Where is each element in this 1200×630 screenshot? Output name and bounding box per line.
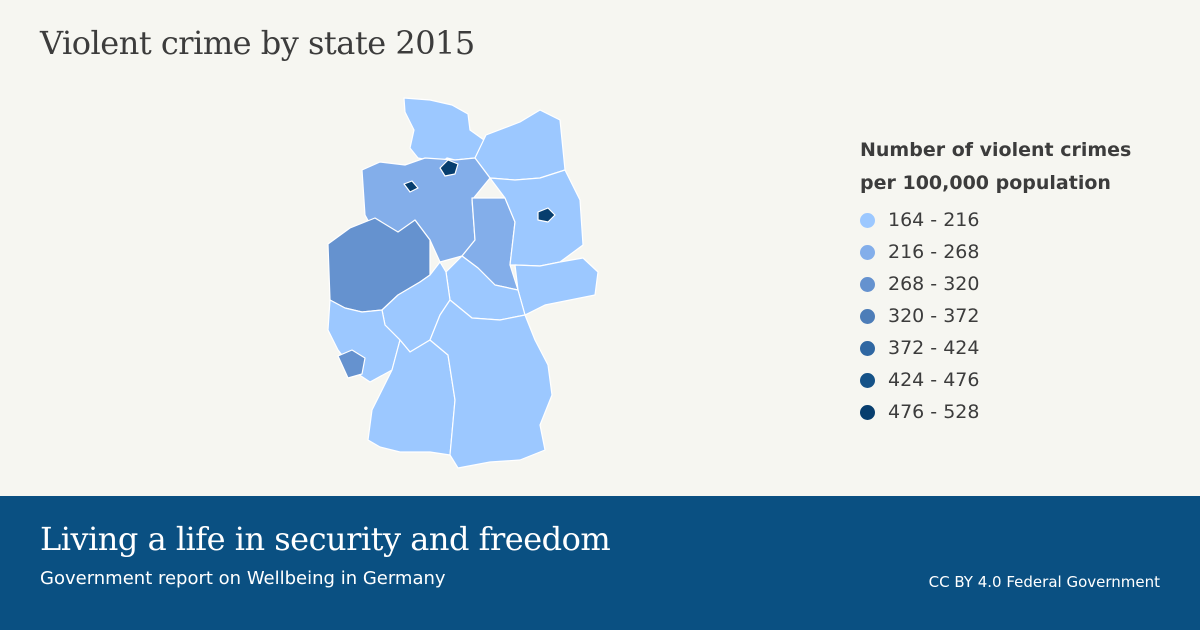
legend-swatch-dot [860, 276, 875, 292]
region-mecklenburg-vorpommern[interactable] [474, 109, 566, 181]
legend-item: 216 - 268 [860, 236, 1160, 268]
footer-banner: Living a life in security and freedom Go… [0, 496, 1200, 630]
legend-item-label: 216 - 268 [888, 241, 980, 263]
page-title: Violent crime by state 2015 [40, 24, 475, 62]
map-legend: Number of violent crimes per 100,000 pop… [860, 134, 1160, 428]
region-bremen[interactable] [403, 180, 419, 193]
legend-item-label: 164 - 216 [888, 209, 980, 231]
footer-subtitle: Government report on Wellbeing in German… [40, 568, 446, 589]
region-schleswig-holstein[interactable] [403, 97, 485, 167]
region-berlin[interactable] [537, 207, 556, 223]
legend-item-label: 268 - 320 [888, 273, 980, 295]
legend-item-label: 320 - 372 [888, 305, 980, 327]
legend-title-line-1: Number of violent crimes [860, 139, 1132, 161]
legend-swatch-dot [860, 308, 875, 324]
legend-swatch-dot [860, 244, 875, 260]
license-credit: CC BY 4.0 Federal Government [928, 573, 1160, 591]
legend-item: 164 - 216 [860, 204, 1160, 236]
legend-item: 424 - 476 [860, 364, 1160, 396]
legend-swatch-dot [860, 212, 875, 228]
legend-item-label: 424 - 476 [888, 369, 980, 391]
legend-title-line-2: per 100,000 population [860, 172, 1111, 194]
germany-map [327, 97, 599, 469]
region-saarland[interactable] [337, 349, 366, 379]
legend-item: 476 - 528 [860, 396, 1160, 428]
legend-item: 320 - 372 [860, 300, 1160, 332]
region-saxony[interactable] [514, 257, 599, 316]
legend-swatch-dot [860, 340, 875, 356]
legend-item: 268 - 320 [860, 268, 1160, 300]
legend-item: 372 - 424 [860, 332, 1160, 364]
legend-swatch-dot [860, 372, 875, 388]
region-hamburg[interactable] [439, 159, 459, 177]
legend-swatch-dot [860, 404, 875, 420]
legend-item-label: 476 - 528 [888, 401, 980, 423]
region-bavaria[interactable] [429, 299, 553, 469]
legend-item-label: 372 - 424 [888, 337, 980, 359]
legend-title: Number of violent crimes per 100,000 pop… [860, 134, 1160, 200]
footer-title: Living a life in security and freedom [40, 520, 611, 558]
